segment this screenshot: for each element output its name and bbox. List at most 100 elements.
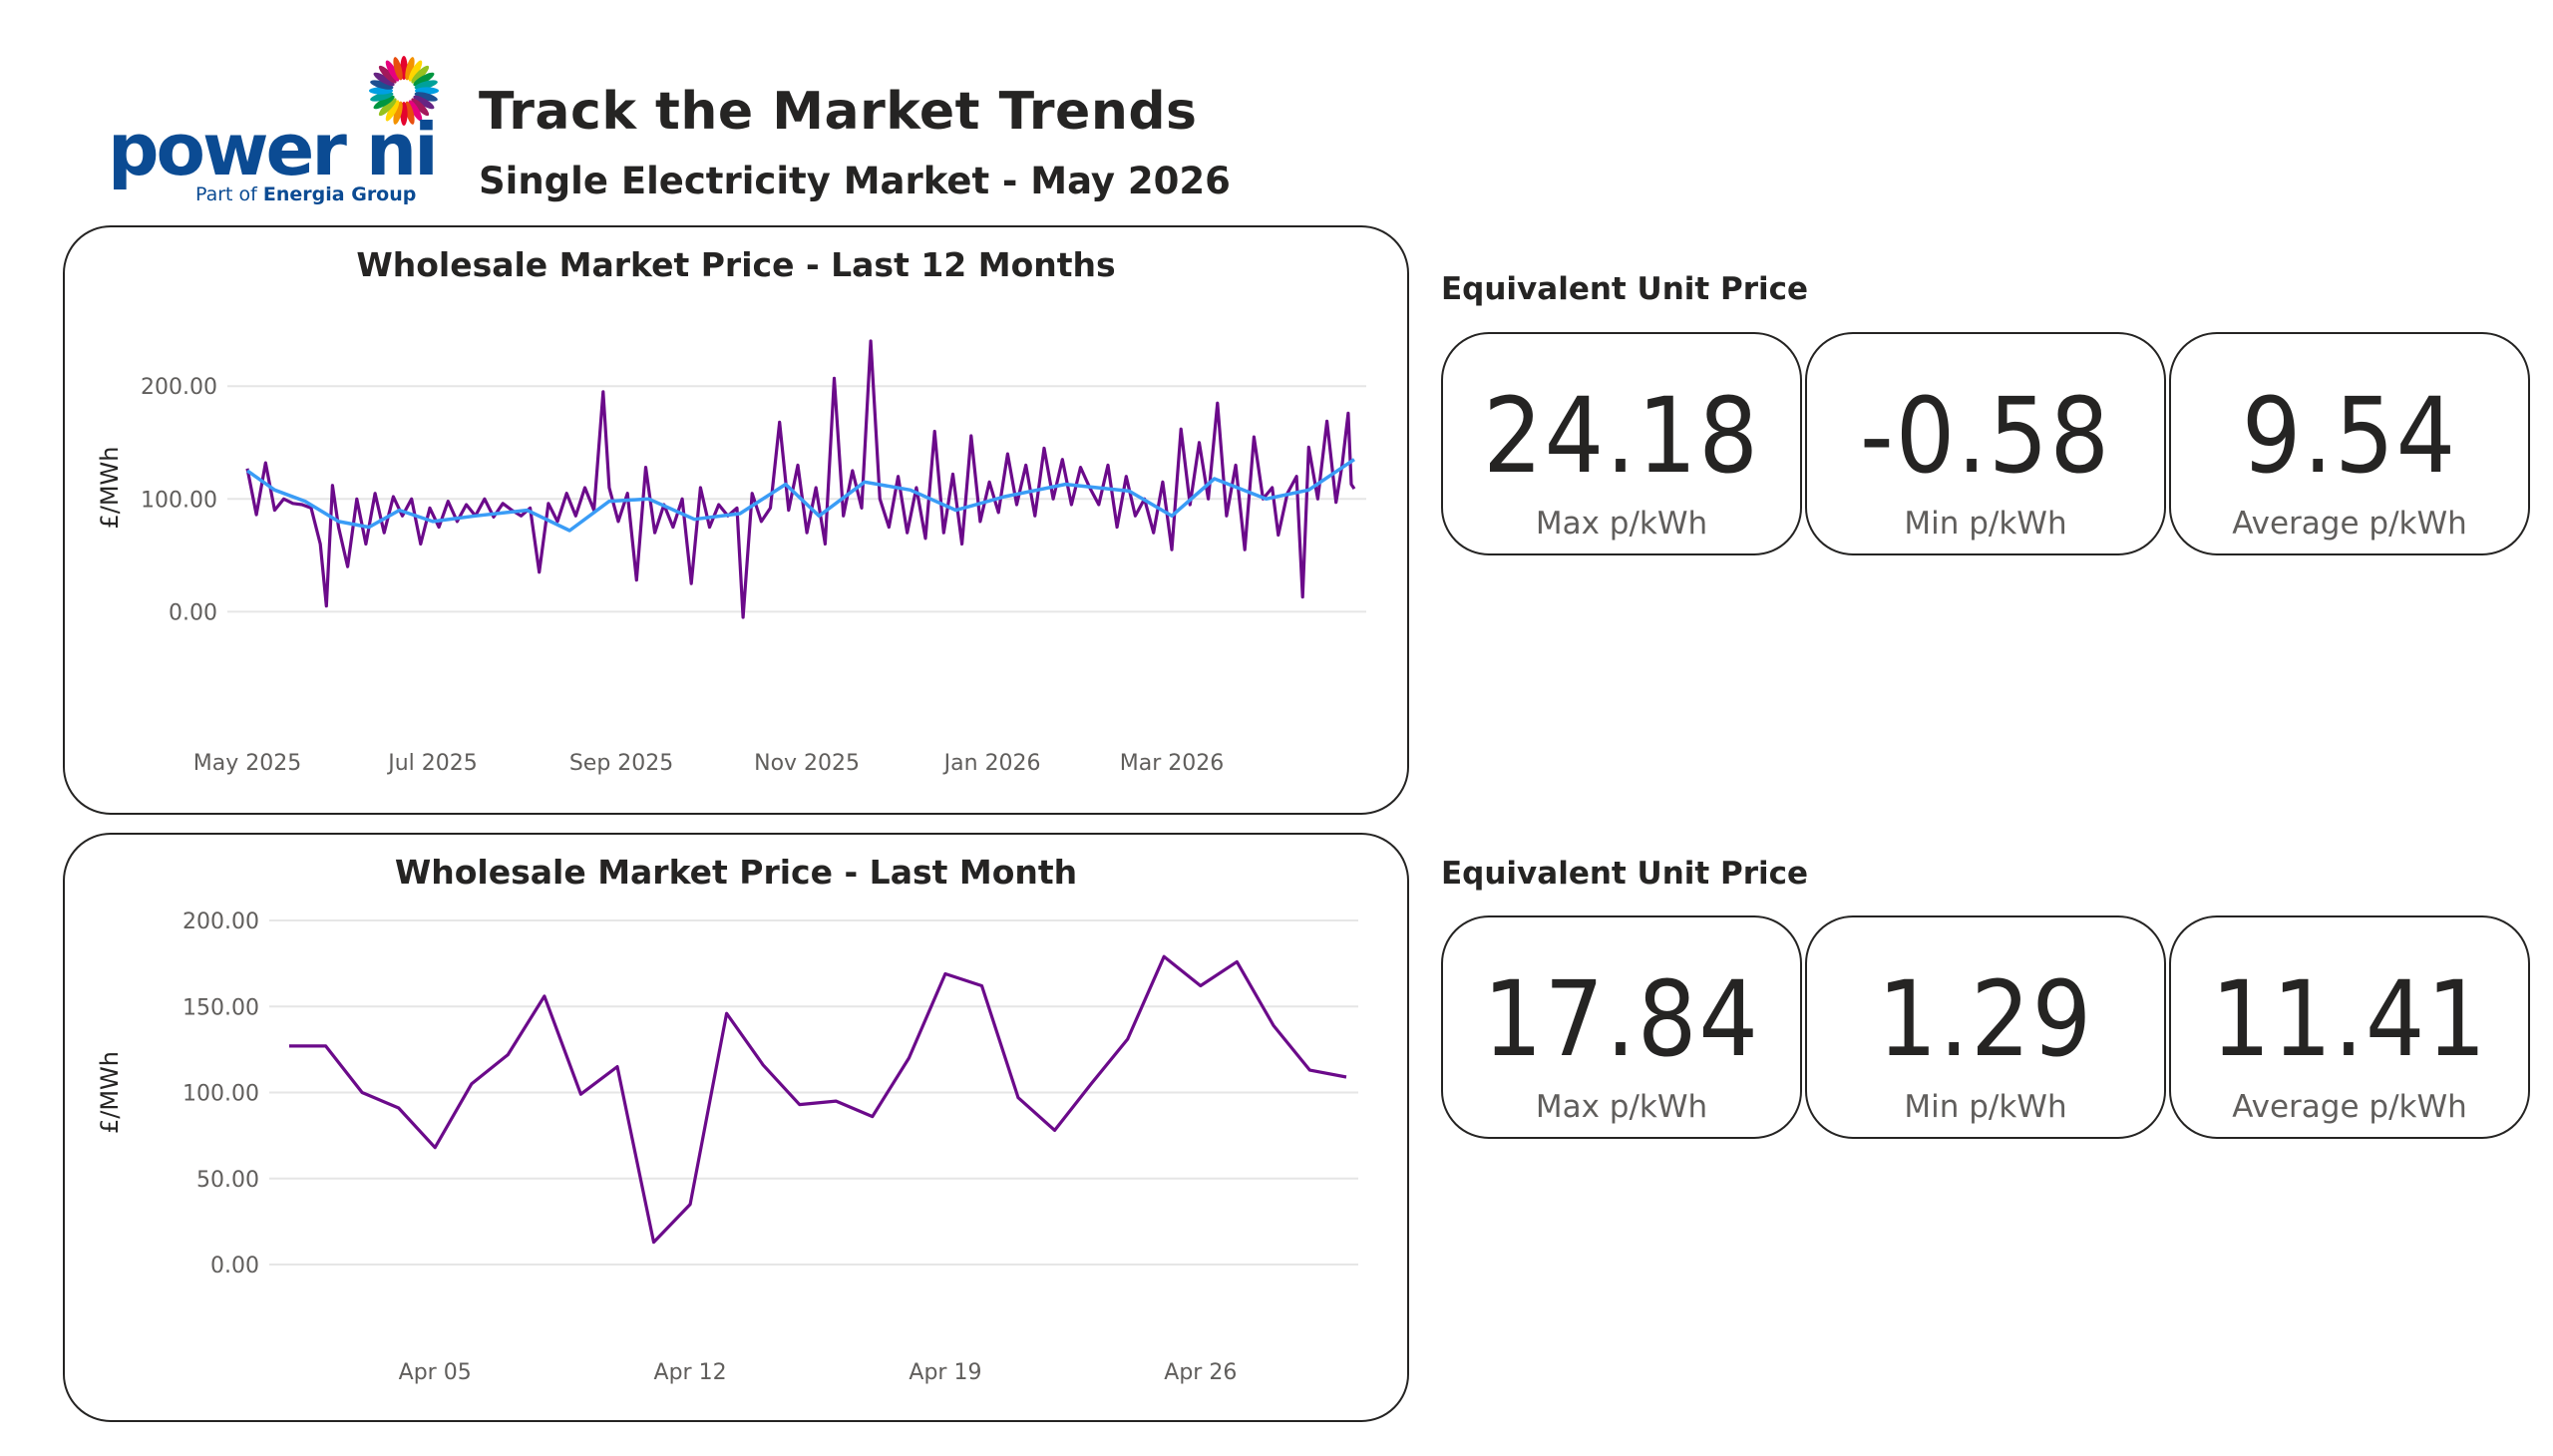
data-point[interactable] bbox=[572, 513, 578, 519]
data-point[interactable] bbox=[1178, 426, 1184, 432]
data-point[interactable] bbox=[707, 525, 713, 531]
data-point[interactable] bbox=[271, 487, 277, 493]
data-point[interactable] bbox=[1333, 500, 1339, 506]
data-point[interactable] bbox=[1251, 434, 1257, 440]
data-point[interactable] bbox=[1196, 440, 1202, 446]
data-point[interactable] bbox=[1126, 488, 1132, 494]
data-point[interactable] bbox=[345, 563, 351, 569]
data-point[interactable] bbox=[768, 505, 774, 511]
data-point[interactable] bbox=[942, 970, 948, 976]
data-point[interactable] bbox=[518, 513, 524, 519]
data-point[interactable] bbox=[581, 485, 587, 491]
data-point[interactable] bbox=[1059, 457, 1065, 463]
data-point[interactable] bbox=[1305, 444, 1311, 450]
data-point[interactable] bbox=[922, 536, 928, 542]
data-point[interactable] bbox=[1161, 953, 1167, 959]
data-point[interactable] bbox=[505, 1052, 511, 1058]
data-point[interactable] bbox=[1212, 476, 1218, 482]
data-point[interactable] bbox=[931, 428, 937, 434]
data-point[interactable] bbox=[281, 496, 287, 502]
data-point[interactable] bbox=[1198, 983, 1204, 989]
data-point[interactable] bbox=[724, 1010, 730, 1016]
data-point[interactable] bbox=[841, 513, 847, 519]
data-point[interactable] bbox=[795, 462, 801, 468]
data-point[interactable] bbox=[1105, 462, 1111, 468]
data-point[interactable] bbox=[737, 511, 743, 517]
data-point[interactable] bbox=[1041, 445, 1047, 451]
data-point[interactable] bbox=[1062, 482, 1068, 488]
data-point[interactable] bbox=[302, 499, 308, 505]
data-point[interactable] bbox=[968, 433, 974, 439]
series-line-price[interactable] bbox=[245, 339, 1356, 619]
data-point[interactable] bbox=[1160, 479, 1166, 485]
data-point[interactable] bbox=[1169, 513, 1175, 519]
data-point[interactable] bbox=[652, 530, 658, 536]
data-point[interactable] bbox=[995, 510, 1001, 516]
data-point[interactable] bbox=[1293, 474, 1299, 480]
data-point[interactable] bbox=[1234, 958, 1240, 964]
data-point[interactable] bbox=[286, 1043, 292, 1049]
data-point[interactable] bbox=[833, 1098, 839, 1104]
data-point[interactable] bbox=[1345, 410, 1351, 416]
data-point[interactable] bbox=[777, 419, 783, 425]
data-point[interactable] bbox=[1305, 487, 1311, 493]
data-point[interactable] bbox=[381, 530, 387, 536]
data-point[interactable] bbox=[734, 505, 740, 511]
data-point[interactable] bbox=[868, 338, 874, 344]
data-point[interactable] bbox=[354, 496, 360, 502]
data-point[interactable] bbox=[464, 502, 470, 508]
data-point[interactable] bbox=[606, 499, 612, 505]
data-point[interactable] bbox=[679, 496, 685, 502]
data-point[interactable] bbox=[1242, 546, 1248, 552]
data-point[interactable] bbox=[359, 1090, 365, 1096]
data-point[interactable] bbox=[740, 614, 746, 620]
data-point[interactable] bbox=[1023, 462, 1029, 468]
data-point[interactable] bbox=[244, 468, 250, 474]
data-point[interactable] bbox=[691, 517, 697, 523]
data-point[interactable] bbox=[271, 508, 277, 514]
data-point[interactable] bbox=[1014, 502, 1020, 508]
data-point[interactable] bbox=[1125, 1036, 1131, 1042]
data-point[interactable] bbox=[758, 519, 764, 525]
data-point[interactable] bbox=[1151, 530, 1157, 536]
data-point[interactable] bbox=[614, 1064, 620, 1070]
data-point[interactable] bbox=[786, 508, 792, 514]
data-point[interactable] bbox=[335, 525, 341, 531]
data-point[interactable] bbox=[959, 542, 965, 547]
data-point[interactable] bbox=[906, 1055, 912, 1061]
data-point[interactable] bbox=[1324, 418, 1330, 424]
data-point[interactable] bbox=[949, 471, 955, 477]
data-point[interactable] bbox=[1270, 485, 1276, 491]
data-point[interactable] bbox=[1224, 513, 1230, 519]
data-point[interactable] bbox=[1050, 496, 1056, 502]
data-point[interactable] bbox=[372, 491, 378, 497]
data-point[interactable] bbox=[473, 513, 479, 519]
data-point[interactable] bbox=[1276, 532, 1281, 538]
data-point[interactable] bbox=[816, 513, 822, 519]
data-point[interactable] bbox=[323, 603, 329, 609]
data-point[interactable] bbox=[1068, 502, 1074, 508]
data-point[interactable] bbox=[606, 485, 612, 491]
data-point[interactable] bbox=[1001, 494, 1007, 500]
data-point[interactable] bbox=[804, 530, 810, 536]
data-point[interactable] bbox=[500, 501, 506, 507]
data-point[interactable] bbox=[813, 485, 819, 491]
data-point[interactable] bbox=[1343, 1074, 1349, 1080]
data-point[interactable] bbox=[1123, 474, 1129, 480]
data-point[interactable] bbox=[317, 542, 323, 547]
data-point[interactable] bbox=[1096, 502, 1102, 508]
data-point[interactable] bbox=[396, 1105, 402, 1111]
series-line-rolling-average[interactable] bbox=[245, 458, 1355, 533]
data-point[interactable] bbox=[1132, 513, 1138, 519]
data-point[interactable] bbox=[436, 525, 442, 531]
data-point[interactable] bbox=[253, 512, 259, 518]
data-point[interactable] bbox=[1169, 546, 1175, 552]
data-point[interactable] bbox=[563, 491, 569, 497]
data-point[interactable] bbox=[409, 496, 415, 502]
data-point[interactable] bbox=[688, 580, 694, 586]
data-point[interactable] bbox=[335, 519, 341, 525]
data-point[interactable] bbox=[363, 542, 369, 547]
data-point[interactable] bbox=[986, 479, 992, 485]
data-point[interactable] bbox=[913, 485, 919, 491]
data-point[interactable] bbox=[1114, 525, 1120, 531]
